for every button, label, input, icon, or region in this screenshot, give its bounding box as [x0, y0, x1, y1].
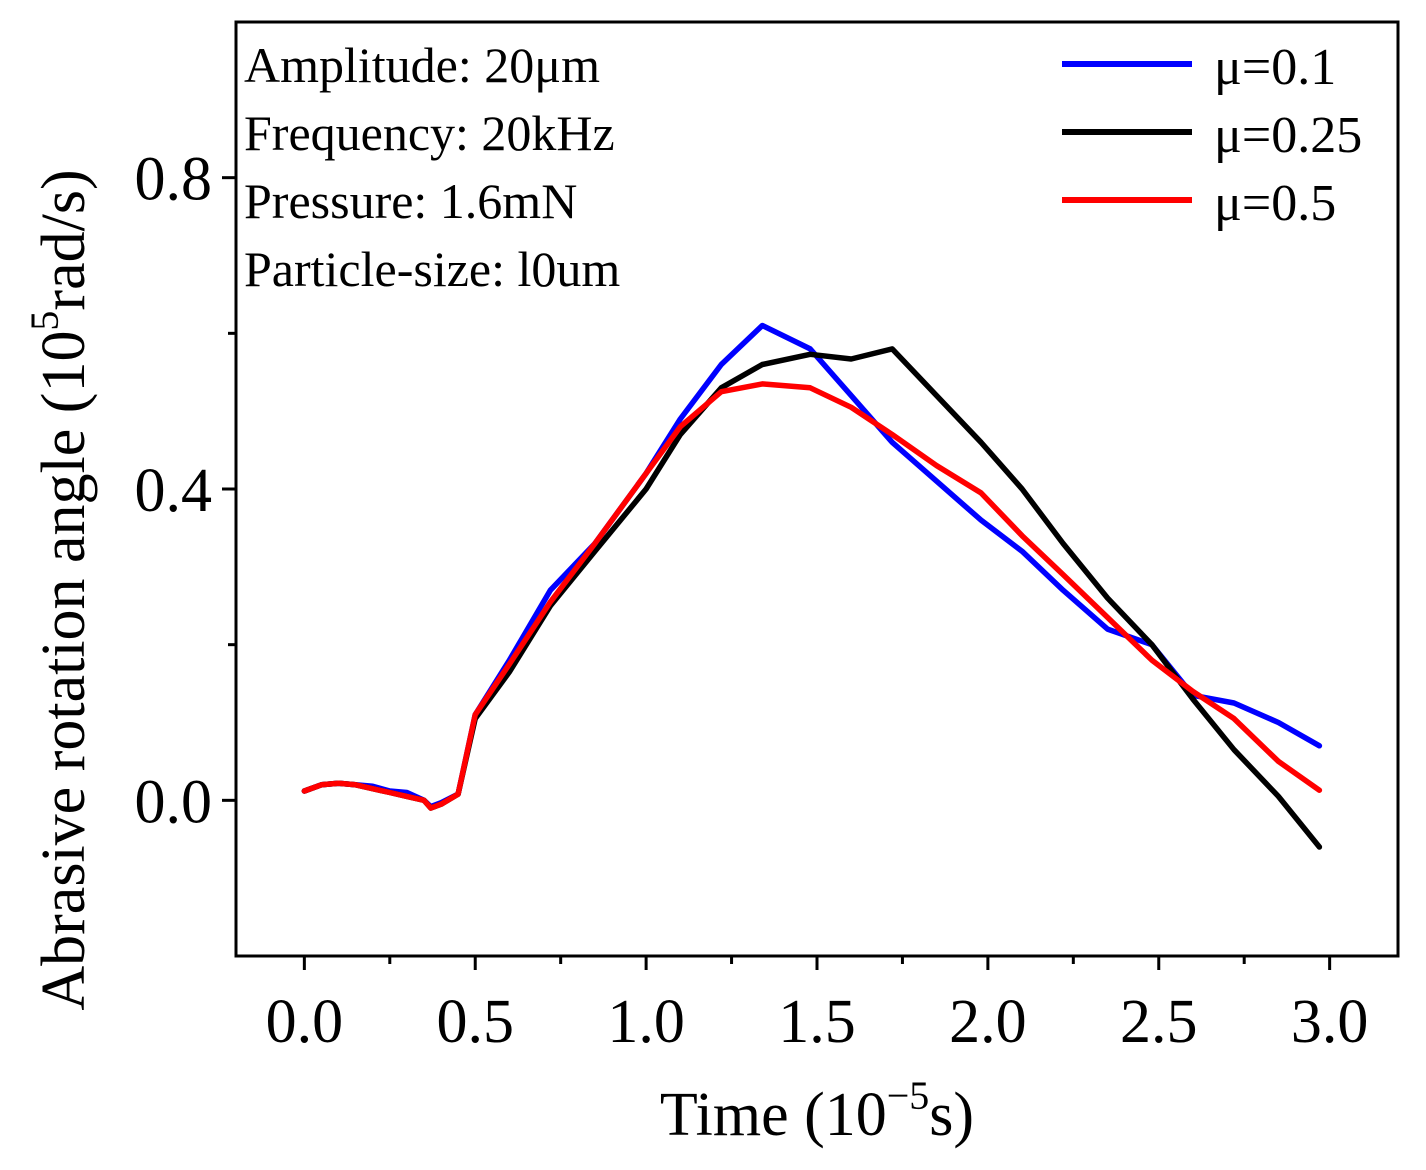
x-tick-label: 0.5 [436, 988, 514, 1056]
legend-label-mu-0-25: μ=0.25 [1214, 107, 1362, 164]
x-axis-title-base: Time (10 [660, 1081, 887, 1149]
y-tick-label: 0.4 [135, 457, 213, 525]
legend-label-mu-0-5: μ=0.5 [1214, 175, 1336, 232]
annotation-amplitude: Amplitude: 20μm [244, 37, 600, 93]
series-line-1 [301, 346, 1323, 850]
series-layer [301, 322, 1323, 850]
y-tick-label: 0.0 [135, 768, 213, 836]
x-tick-label: 1.0 [607, 988, 685, 1056]
x-axis-title-unit: s) [929, 1081, 974, 1149]
x-tick-label: 2.0 [949, 988, 1027, 1056]
annotation-block: Amplitude: 20μm Frequency: 20kHz Pressur… [244, 37, 620, 297]
y-axis-title: Abrasive rotation angle (105rad/s) [22, 169, 98, 1010]
y-tick-label: 0.8 [135, 146, 213, 214]
legend-label-mu-0-1: μ=0.1 [1214, 39, 1336, 96]
series-line-2 [301, 381, 1323, 811]
x-axis-title: Time (10−5s) [660, 1073, 974, 1149]
x-tick-label: 0.0 [266, 988, 344, 1056]
x-axis: 0.0 0.5 1.0 1.5 2.0 2.5 3.0 [266, 956, 1369, 1056]
annotation-particle-size: Particle-size: l0um [244, 241, 620, 297]
annotation-frequency: Frequency: 20kHz [244, 105, 615, 161]
y-axis-title-unit: rad/s) [30, 169, 98, 310]
x-tick-label: 2.5 [1120, 988, 1198, 1056]
series-line-0 [301, 322, 1323, 810]
x-tick-label: 3.0 [1291, 988, 1369, 1056]
y-axis-title-exponent: 5 [22, 311, 67, 331]
y-axis-title-base: Abrasive rotation angle (10 [30, 331, 98, 1011]
annotation-pressure: Pressure: 1.6mN [244, 173, 577, 229]
x-tick-label: 1.5 [778, 988, 856, 1056]
y-axis: 0.0 0.4 0.8 [135, 146, 236, 836]
x-axis-title-exponent: −5 [887, 1073, 930, 1118]
legend: μ=0.1 μ=0.25 μ=0.5 [1062, 39, 1362, 232]
